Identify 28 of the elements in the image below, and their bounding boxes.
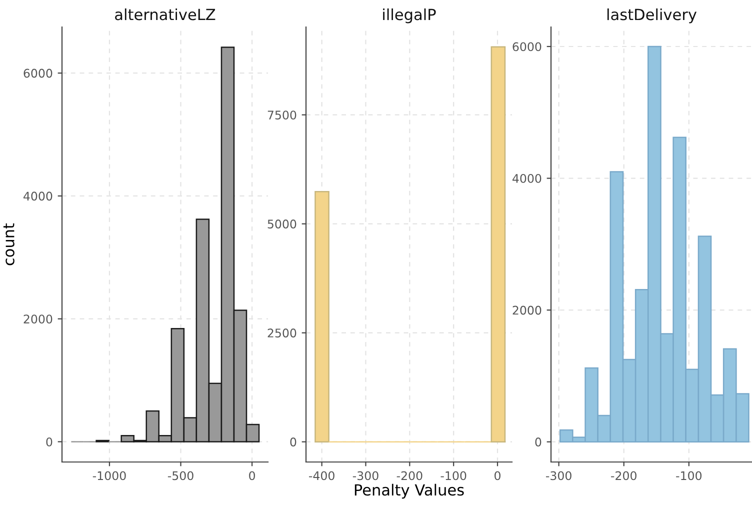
x-tick-label: -200 xyxy=(611,471,636,480)
y-tick-label: 4000 xyxy=(24,192,52,201)
y-tick-label: 5000 xyxy=(268,220,296,228)
y-tick-label: 0 xyxy=(46,437,52,446)
chart-title: alternativeLZ xyxy=(115,8,216,20)
y-tick-label: 6000 xyxy=(24,68,52,78)
x-tick-label: -300 xyxy=(546,471,572,480)
x-tick-label: -200 xyxy=(396,471,422,480)
x-tick-label: 0 xyxy=(249,471,256,480)
x-tick-label: -100 xyxy=(676,471,702,480)
y-tick-label: 4000 xyxy=(512,174,542,183)
y-tick-label: 2000 xyxy=(24,314,52,324)
chart-title: illegalP xyxy=(383,8,436,24)
x-tick-label: -100 xyxy=(440,471,466,480)
x-tick-label: -300 xyxy=(352,471,378,480)
y-tick-label: 6000 xyxy=(512,42,542,52)
y-tick-label: 0 xyxy=(535,438,542,446)
x-axis-title: Penalty Values xyxy=(354,484,464,499)
x-tick-label: -400 xyxy=(308,471,334,480)
y-tick-label: 2000 xyxy=(512,306,542,315)
y-tick-label: 7500 xyxy=(268,110,296,120)
x-tick-label: -500 xyxy=(168,471,194,480)
x-tick-label: -1000 xyxy=(92,471,126,480)
y-axis-title: count xyxy=(3,223,14,266)
x-tick-label: 0 xyxy=(494,471,500,480)
chart-title: lastDelivery xyxy=(607,8,697,24)
y-tick-label: 2500 xyxy=(268,328,296,338)
y-tick-label: 0 xyxy=(290,438,296,446)
